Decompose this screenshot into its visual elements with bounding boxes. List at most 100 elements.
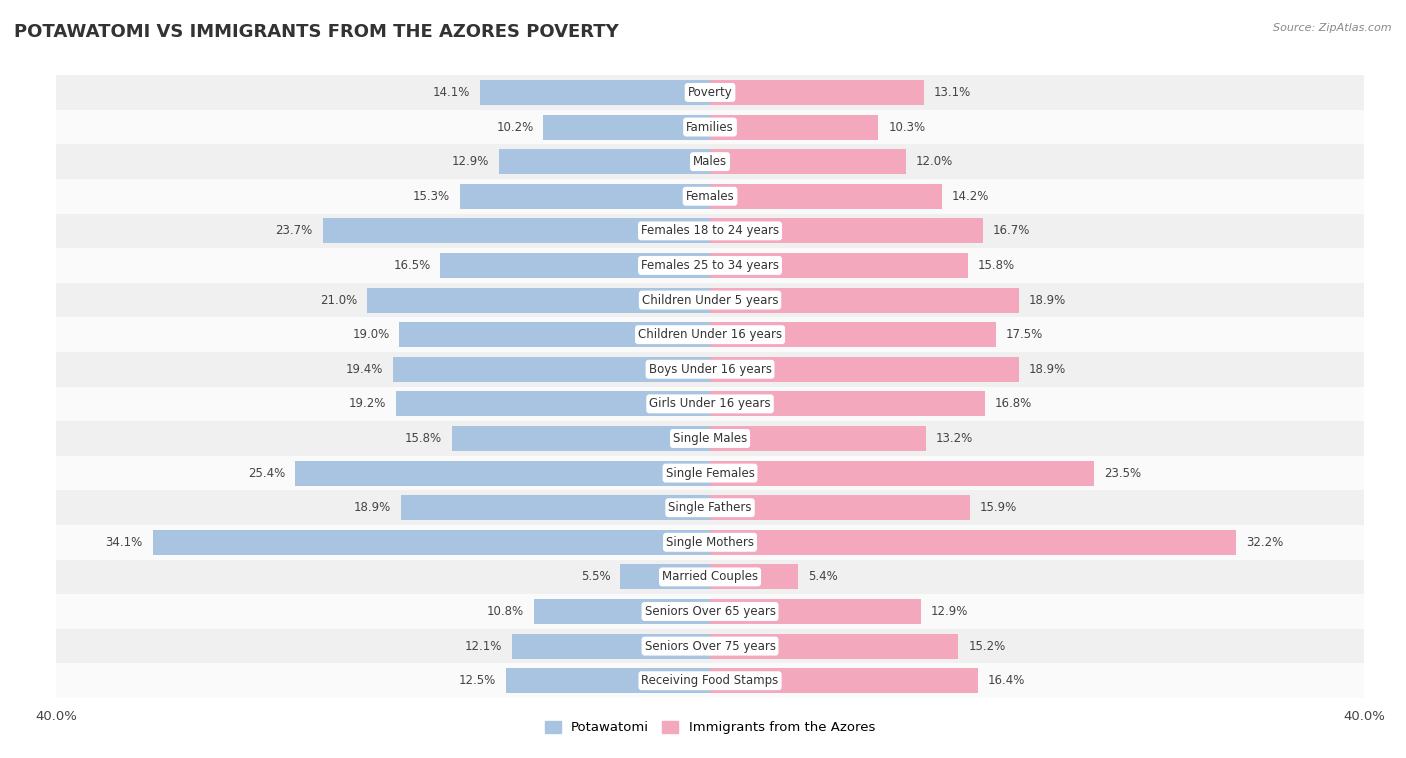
Bar: [56, 663, 1364, 698]
Text: Source: ZipAtlas.com: Source: ZipAtlas.com: [1274, 23, 1392, 33]
Bar: [56, 214, 1364, 248]
Bar: [710, 80, 924, 105]
Bar: [367, 287, 710, 312]
Text: 18.9%: 18.9%: [1029, 363, 1066, 376]
Text: 16.5%: 16.5%: [394, 259, 430, 272]
Bar: [451, 426, 710, 451]
Bar: [506, 669, 710, 693]
Bar: [56, 110, 1364, 144]
Text: 12.0%: 12.0%: [915, 155, 953, 168]
Text: 21.0%: 21.0%: [319, 293, 357, 306]
Bar: [56, 179, 1364, 214]
Bar: [710, 114, 879, 139]
Text: Single Fathers: Single Fathers: [668, 501, 752, 514]
Text: 16.4%: 16.4%: [988, 674, 1025, 688]
Text: Boys Under 16 years: Boys Under 16 years: [648, 363, 772, 376]
Text: 10.2%: 10.2%: [496, 121, 533, 133]
Bar: [710, 322, 995, 347]
Text: Married Couples: Married Couples: [662, 571, 758, 584]
Text: 10.8%: 10.8%: [486, 605, 523, 618]
Bar: [401, 495, 710, 520]
Text: POTAWATOMI VS IMMIGRANTS FROM THE AZORES POVERTY: POTAWATOMI VS IMMIGRANTS FROM THE AZORES…: [14, 23, 619, 41]
Text: 5.4%: 5.4%: [808, 571, 838, 584]
Bar: [543, 114, 710, 139]
Text: 32.2%: 32.2%: [1246, 536, 1284, 549]
Bar: [56, 318, 1364, 352]
Text: 23.5%: 23.5%: [1104, 467, 1142, 480]
Bar: [710, 426, 925, 451]
Text: Single Mothers: Single Mothers: [666, 536, 754, 549]
Text: 19.0%: 19.0%: [353, 328, 389, 341]
Text: 5.5%: 5.5%: [581, 571, 610, 584]
Bar: [322, 218, 710, 243]
Text: Receiving Food Stamps: Receiving Food Stamps: [641, 674, 779, 688]
Bar: [710, 461, 1094, 486]
Text: Single Males: Single Males: [673, 432, 747, 445]
Bar: [710, 669, 979, 693]
Bar: [533, 599, 710, 624]
Bar: [56, 283, 1364, 318]
Text: 19.4%: 19.4%: [346, 363, 382, 376]
Bar: [710, 565, 799, 590]
Bar: [399, 322, 710, 347]
Bar: [295, 461, 710, 486]
Bar: [710, 357, 1019, 382]
Text: 23.7%: 23.7%: [276, 224, 314, 237]
Text: Females 25 to 34 years: Females 25 to 34 years: [641, 259, 779, 272]
Text: Girls Under 16 years: Girls Under 16 years: [650, 397, 770, 410]
Text: Females: Females: [686, 190, 734, 202]
Bar: [479, 80, 710, 105]
Text: 14.2%: 14.2%: [952, 190, 990, 202]
Bar: [710, 253, 969, 278]
Bar: [56, 456, 1364, 490]
Legend: Potawatomi, Immigrants from the Azores: Potawatomi, Immigrants from the Azores: [540, 716, 880, 740]
Bar: [499, 149, 710, 174]
Bar: [56, 387, 1364, 421]
Bar: [512, 634, 710, 659]
Text: 12.1%: 12.1%: [465, 640, 502, 653]
Text: 17.5%: 17.5%: [1005, 328, 1043, 341]
Text: Seniors Over 75 years: Seniors Over 75 years: [644, 640, 776, 653]
Text: 13.2%: 13.2%: [935, 432, 973, 445]
Text: Poverty: Poverty: [688, 86, 733, 99]
Bar: [710, 287, 1019, 312]
Text: 15.2%: 15.2%: [969, 640, 1005, 653]
Bar: [710, 149, 905, 174]
Text: Children Under 16 years: Children Under 16 years: [638, 328, 782, 341]
Bar: [710, 391, 984, 416]
Text: 25.4%: 25.4%: [247, 467, 285, 480]
Bar: [460, 183, 710, 208]
Text: 12.9%: 12.9%: [931, 605, 969, 618]
Bar: [56, 248, 1364, 283]
Text: 12.9%: 12.9%: [451, 155, 489, 168]
Bar: [710, 183, 942, 208]
Text: Seniors Over 65 years: Seniors Over 65 years: [644, 605, 776, 618]
Bar: [396, 391, 710, 416]
Bar: [56, 525, 1364, 559]
Text: Single Females: Single Females: [665, 467, 755, 480]
Bar: [56, 75, 1364, 110]
Text: 15.9%: 15.9%: [980, 501, 1017, 514]
Text: 16.7%: 16.7%: [993, 224, 1031, 237]
Bar: [710, 599, 921, 624]
Bar: [710, 218, 983, 243]
Bar: [710, 495, 970, 520]
Text: Males: Males: [693, 155, 727, 168]
Text: Children Under 5 years: Children Under 5 years: [641, 293, 779, 306]
Text: 19.2%: 19.2%: [349, 397, 387, 410]
Text: 14.1%: 14.1%: [433, 86, 470, 99]
Bar: [392, 357, 710, 382]
Bar: [56, 629, 1364, 663]
Text: Families: Families: [686, 121, 734, 133]
Bar: [710, 634, 959, 659]
Bar: [153, 530, 710, 555]
Bar: [56, 352, 1364, 387]
Text: 18.9%: 18.9%: [1029, 293, 1066, 306]
Text: 15.3%: 15.3%: [413, 190, 450, 202]
Text: 16.8%: 16.8%: [994, 397, 1032, 410]
Bar: [56, 421, 1364, 456]
Text: 13.1%: 13.1%: [934, 86, 972, 99]
Text: 10.3%: 10.3%: [889, 121, 925, 133]
Text: 34.1%: 34.1%: [105, 536, 143, 549]
Text: 15.8%: 15.8%: [405, 432, 441, 445]
